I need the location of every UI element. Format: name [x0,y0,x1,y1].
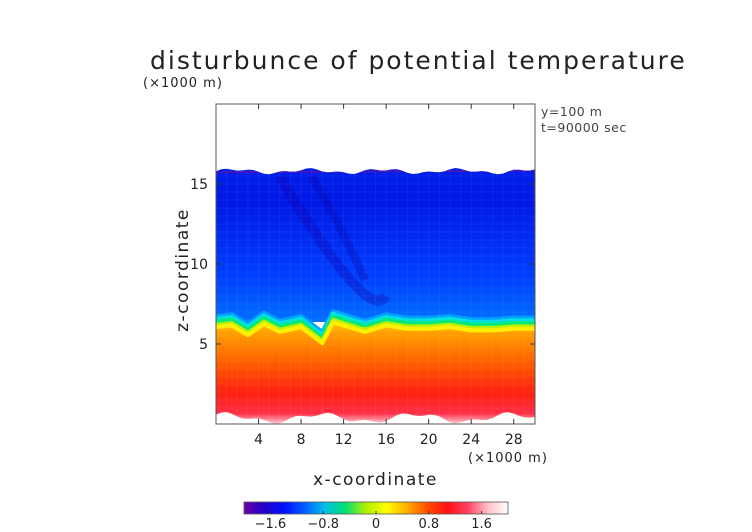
interface-band-lime [216,317,535,343]
axes-layer: 4 8 12 16 20 24 28 5 10 15 [190,103,536,448]
x-tick-label: 4 [254,432,263,448]
chart-title: disturbunce of potential temperature [150,46,687,75]
plume-structure [308,174,369,282]
colorbar-tick-label: 1.6 [471,517,492,532]
y-tick-label: 5 [199,337,208,353]
info-y-label: y=100 m [541,104,603,119]
x-tick-label: 24 [462,432,480,448]
colorbar-tick-label: 0 [372,517,380,532]
x-tick-label: 20 [420,432,438,448]
colorbar-tick-label: −0.8 [307,517,339,532]
x-tick-label: 16 [377,432,395,448]
interface-band-lightblue [216,309,535,334]
colorbar: −1.6 −0.8 0 0.8 1.6 [243,501,509,532]
x-tick-label: 8 [297,432,306,448]
field-layer [216,168,535,424]
y-tick-label: 15 [190,177,208,193]
y-scale-note: (×1000 m) [143,76,223,91]
x-tick-label: 28 [505,432,523,448]
x-tick-label: 12 [335,432,353,448]
y-axis-label: z-coordinate [173,208,193,332]
plume-structure [275,173,391,306]
interface-band-cyan [216,311,535,337]
field-lower-region [216,320,535,424]
interface-band-green [216,314,535,340]
y-tick-label: 10 [190,257,208,273]
x-scale-note: (×1000 m) [468,451,548,466]
colorbar-tick-label: 0.8 [418,517,439,532]
field-upper-region [216,168,535,322]
interface-band-yellow [216,320,535,346]
info-time-label: t=90000 sec [541,120,627,135]
colorbar-tick-label: −1.6 [255,517,287,532]
x-axis-label: x-coordinate [313,470,438,490]
